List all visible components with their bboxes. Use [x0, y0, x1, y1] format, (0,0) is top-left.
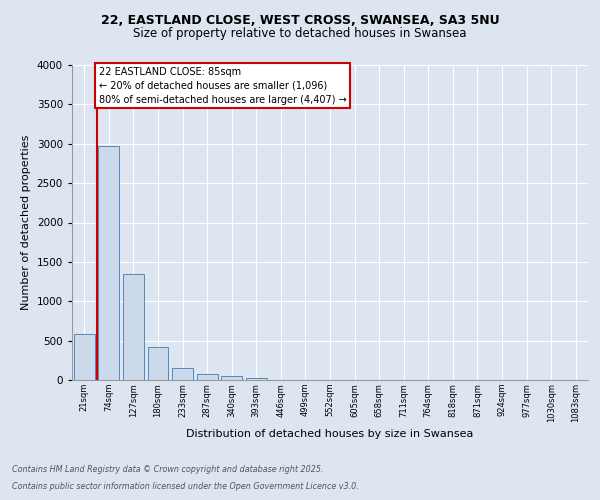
Text: 22, EASTLAND CLOSE, WEST CROSS, SWANSEA, SA3 5NU: 22, EASTLAND CLOSE, WEST CROSS, SWANSEA,… [101, 14, 499, 27]
Bar [246, 378, 267, 380]
Text: Contains HM Land Registry data © Crown copyright and database right 2025.: Contains HM Land Registry data © Crown c… [12, 465, 323, 474]
Bar [148, 346, 169, 380]
Text: Contains public sector information licensed under the Open Government Licence v3: Contains public sector information licen… [12, 482, 359, 491]
Y-axis label: Number of detached properties: Number of detached properties [21, 135, 31, 310]
Text: 22 EASTLAND CLOSE: 85sqm
← 20% of detached houses are smaller (1,096)
80% of sem: 22 EASTLAND CLOSE: 85sqm ← 20% of detach… [98, 66, 346, 104]
Bar [197, 374, 218, 380]
Bar [172, 368, 193, 380]
Bar [98, 146, 119, 380]
Bar [74, 334, 95, 380]
X-axis label: Distribution of detached houses by size in Swansea: Distribution of detached houses by size … [187, 429, 473, 439]
Bar [221, 376, 242, 380]
Bar [123, 274, 144, 380]
Text: Size of property relative to detached houses in Swansea: Size of property relative to detached ho… [133, 28, 467, 40]
